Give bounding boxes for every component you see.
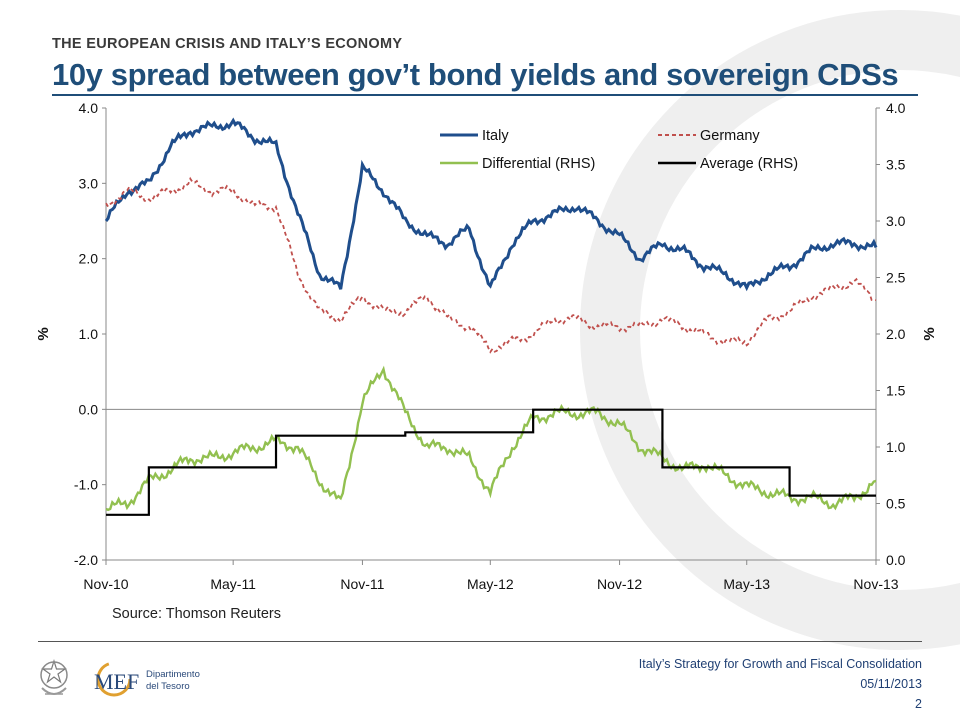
page-number: 2	[915, 697, 922, 711]
slide-header: THE EUROPEAN CRISIS AND ITALY’S ECONOMY	[52, 36, 403, 52]
slide-title: 10y spread between gov’t bond yields and…	[52, 57, 899, 92]
series-average-rhs-line	[106, 408, 876, 516]
left-tick-label: 2.0	[79, 251, 99, 267]
department-line-2: del Tesoro	[146, 681, 190, 692]
x-tick-label: Nov-10	[83, 576, 128, 592]
right-tick-label: 2.0	[886, 326, 906, 342]
x-tick-label: Nov-12	[597, 576, 642, 592]
left-tick-label: 1.0	[79, 326, 99, 342]
legend-label: Germany	[700, 128, 760, 144]
title-underline	[52, 94, 918, 96]
footer-subtitle: Italy’s Strategy for Growth and Fiscal C…	[638, 657, 922, 671]
mef-logo-text: MEF	[94, 669, 139, 694]
left-tick-label: 4.0	[79, 100, 99, 116]
series-differential-rhs-line	[105, 365, 877, 512]
series-germany-line	[105, 176, 877, 354]
x-tick-label: May-12	[467, 576, 514, 592]
left-tick-label: -1.0	[74, 477, 98, 493]
x-tick-label: Nov-13	[853, 576, 898, 592]
right-tick-label: 0.5	[886, 496, 906, 512]
source-note: Source: Thomson Reuters	[112, 606, 281, 622]
x-tick-label: Nov-11	[340, 576, 384, 592]
right-tick-label: 2.5	[886, 270, 906, 286]
right-tick-label: 1.5	[886, 383, 906, 399]
left-tick-label: 3.0	[79, 175, 99, 191]
left-axis-label: %	[35, 327, 52, 340]
mef-logo: MEF	[92, 659, 146, 704]
department-line-1: Dipartimento	[146, 669, 200, 680]
x-tick-label: May-13	[723, 576, 770, 592]
department-name: Dipartimento del Tesoro	[146, 669, 200, 693]
legend-label: Differential (RHS)	[482, 156, 595, 172]
footer-date: 05/11/2013	[860, 677, 922, 691]
left-tick-label: -2.0	[74, 552, 98, 568]
x-tick-label: May-11	[210, 576, 256, 592]
left-tick-label: 0.0	[79, 401, 99, 417]
right-tick-label: 1.0	[886, 439, 906, 455]
series-italy-line	[104, 117, 878, 292]
legend-label: Italy	[482, 128, 509, 144]
right-tick-label: 0.0	[886, 552, 906, 568]
legend-label: Average (RHS)	[700, 156, 798, 172]
right-axis-label: %	[921, 327, 938, 340]
republic-emblem-icon	[40, 658, 68, 695]
right-tick-label: 3.0	[886, 213, 906, 229]
footer-divider	[38, 641, 922, 642]
right-tick-label: 3.5	[886, 157, 906, 173]
right-tick-label: 4.0	[886, 100, 906, 116]
